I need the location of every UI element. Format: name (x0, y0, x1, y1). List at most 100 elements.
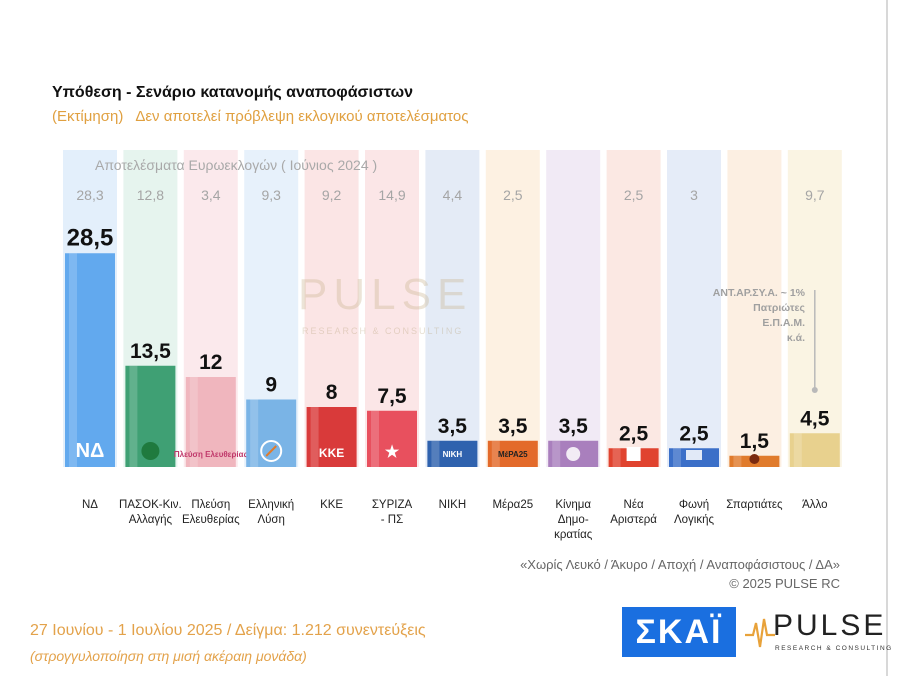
category-label: Λύση (257, 514, 284, 526)
bar-highlight (310, 407, 319, 467)
previous-value-label: 9,3 (261, 187, 281, 203)
category-label: Νέα (624, 499, 644, 511)
previous-value-label: 12,8 (137, 187, 164, 203)
bar-highlight (733, 455, 742, 467)
subtitle-note: Δεν αποτελεί πρόβλεψη εκλογικού αποτελέσ… (135, 108, 469, 125)
value-label: 1,5 (740, 430, 770, 453)
value-label: 13,5 (130, 340, 171, 363)
category-label: κρατίας (554, 529, 593, 541)
category-label: Ελληνική (248, 499, 294, 511)
previous-value-label: 2,5 (624, 187, 644, 203)
category-label: Αριστερά (610, 514, 657, 526)
category-label: ΝΙΚΗ (439, 499, 466, 511)
bar (789, 433, 840, 467)
category-label: Λογικής (674, 514, 715, 526)
column-band (546, 150, 601, 467)
value-label: 7,5 (377, 385, 407, 408)
value-label: 3,5 (498, 415, 528, 438)
previous-value-label: 9,7 (805, 187, 825, 203)
flower-icon (566, 447, 581, 461)
bar-highlight (189, 377, 198, 467)
pulse-logo-text: PULSE (773, 609, 887, 642)
other-parties-note: ΑΝΤ.ΑΡ.ΣΥ.Α. ~ 1% Πατριώτες Ε.Π.Α.Μ. κ.ά… (713, 286, 805, 346)
foni-logikis-icon (686, 450, 702, 460)
value-label: 4,5 (800, 407, 830, 430)
previous-value-label: 3,4 (201, 187, 221, 203)
category-label: Αλλαγής (129, 514, 173, 526)
category-label: ΝΔ (82, 499, 98, 511)
pulse-logo: PULSE RESEARCH & CONSULTING (745, 607, 891, 659)
party-logo-text: ΜέΡΑ25 (498, 450, 528, 459)
bar-highlight (129, 365, 138, 467)
bar (367, 410, 417, 467)
bar-highlight (250, 399, 259, 467)
bar (65, 253, 115, 467)
bar (246, 399, 297, 467)
bar-highlight (793, 433, 802, 467)
rounding-note: (στρογγυλοποίηση στη μισή ακέραιη μονάδα… (30, 648, 307, 664)
party-logo-text: ΚΚΕ (319, 446, 344, 460)
value-label: 8 (326, 381, 338, 404)
previous-value-label: 2,5 (503, 187, 523, 203)
value-label: 3,5 (438, 415, 468, 438)
category-label: Φωνή (679, 499, 709, 511)
footnote: «Χωρίς Λευκό / Άκυρο / Αποχή / Αναποφάσι… (520, 555, 840, 593)
category-label: Κίνημα (555, 499, 591, 511)
nea-aristera-icon (626, 447, 641, 461)
previous-value-label: 9,2 (322, 187, 342, 203)
bar-highlight (69, 253, 77, 467)
chart-title: Υπόθεση - Σενάριο κατανομής αναποφάσιστω… (52, 84, 413, 101)
bar-highlight (673, 448, 681, 467)
pulse-watermark: PULSE RESEARCH & CONSULTING (262, 270, 502, 350)
previous-value-label: 14,9 (378, 187, 405, 203)
previous-value-label: 4,4 (443, 187, 463, 203)
category-label: ΚΚΕ (320, 499, 343, 511)
subtitle-estimate: (Εκτίμηση) (52, 108, 124, 125)
column-band (667, 150, 721, 467)
category-label: Σπαρτιάτες (726, 499, 783, 511)
bar (185, 377, 236, 467)
column-band (606, 150, 661, 467)
watermark-name: PULSE (298, 270, 473, 319)
other-note-line: Πατριώτες (753, 302, 805, 314)
pasok-sun-icon (141, 442, 160, 460)
category-label: - ΠΣ (381, 514, 403, 526)
bar-highlight (552, 440, 561, 467)
value-label: 2,5 (619, 422, 649, 445)
bar (487, 440, 538, 467)
category-label: Πλεύση (191, 499, 230, 511)
value-label: 28,5 (67, 224, 114, 251)
party-logo-text: ΝΔ (76, 440, 105, 462)
column-band (485, 150, 540, 467)
other-note-line: ΑΝΤ.ΑΡ.ΣΥ.Α. ~ 1% (712, 287, 805, 299)
bar-highlight (371, 410, 379, 467)
chart-subtitle: (Εκτίμηση) Δεν αποτελεί πρόβλεψη εκλογικο… (52, 108, 468, 125)
spartan-helmet-icon (749, 454, 760, 464)
bar-highlight (612, 448, 621, 467)
pulse-wave-icon (745, 618, 775, 648)
value-label: 12 (199, 351, 222, 374)
other-note-line: Ε.Π.Α.Μ. (762, 317, 805, 329)
bar (306, 407, 357, 467)
other-note-connector-dot (811, 387, 818, 393)
value-label: 2,5 (679, 422, 709, 445)
compass-needle (265, 445, 277, 457)
category-label: Άλλο (802, 499, 827, 511)
compass-icon (260, 440, 283, 462)
previous-results-label: Αποτελέσματα Ευρωεκλογών ( Ιούνιος 2024 … (95, 157, 378, 173)
skai-logo: ΣΚΑΪ (622, 607, 736, 657)
survey-dates-sample: 27 Ιουνίου - 1 Ιουλίου 2025 / Δείγμα: 1.… (30, 622, 426, 639)
pulse-logo-tagline: RESEARCH & CONSULTING (775, 645, 893, 652)
previous-value-label: 3 (690, 187, 698, 203)
category-label: Ελευθερίας (182, 514, 240, 526)
other-note-line: κ.ά. (786, 332, 805, 344)
column-band (425, 150, 480, 467)
footnote-exclusions: «Χωρίς Λευκό / Άκυρο / Αποχή / Αναποφάσι… (520, 557, 840, 572)
previous-value-label: 28,3 (76, 187, 103, 203)
bar (427, 440, 478, 467)
watermark-tagline: RESEARCH & CONSULTING (302, 326, 464, 336)
category-label: ΠΑΣΟΚ-Κιν. (119, 499, 182, 511)
bar-highlight (431, 440, 440, 467)
value-label: 9 (265, 374, 277, 397)
